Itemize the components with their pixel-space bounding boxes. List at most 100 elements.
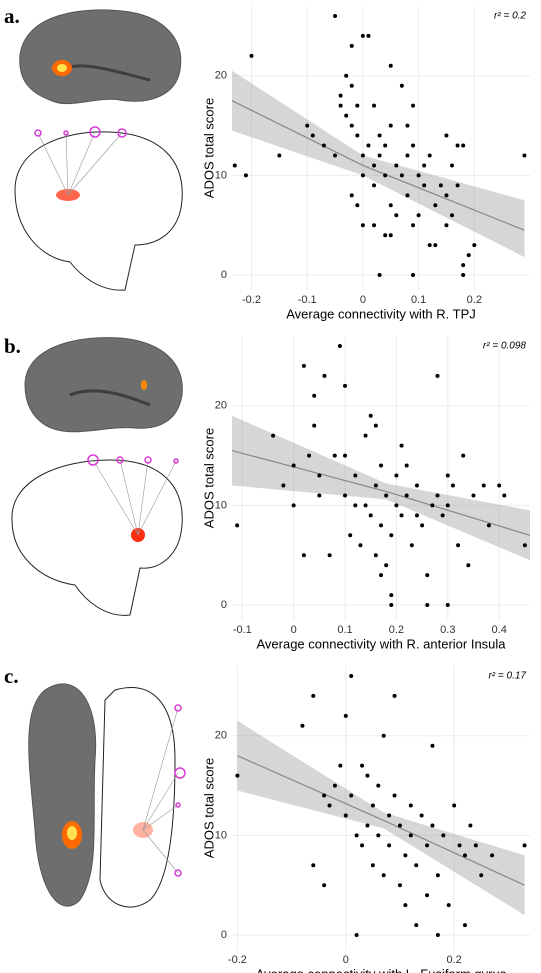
data-point — [389, 603, 394, 608]
data-point — [387, 843, 392, 848]
brain-illustration-c — [28, 683, 186, 908]
data-point — [405, 193, 410, 198]
data-point — [472, 243, 477, 248]
data-point — [435, 873, 440, 878]
data-point — [343, 713, 348, 718]
data-point — [462, 853, 467, 858]
data-point — [522, 153, 527, 158]
data-point — [394, 503, 399, 508]
data-point — [365, 773, 370, 778]
data-point — [373, 483, 378, 488]
data-point — [338, 93, 343, 98]
data-point — [461, 453, 466, 458]
data-point — [377, 153, 382, 158]
data-point — [379, 523, 383, 528]
data-point — [317, 473, 322, 478]
x-tick-label: 0 — [360, 294, 366, 306]
data-point — [414, 483, 419, 488]
data-point — [384, 563, 389, 568]
data-point — [249, 53, 254, 58]
data-point — [444, 193, 449, 198]
data-point — [450, 163, 455, 168]
y-tick-label: 0 — [221, 269, 227, 281]
data-point — [422, 163, 427, 168]
x-axis-title: Average connectivity with R. anterior In… — [256, 636, 506, 651]
data-point — [355, 103, 360, 108]
data-point — [366, 143, 371, 148]
y-axis-title: ADOS total score — [201, 98, 216, 198]
data-point — [440, 513, 445, 518]
data-point — [327, 803, 332, 808]
data-point — [277, 153, 282, 158]
confidence-band — [232, 415, 530, 561]
data-point — [394, 213, 399, 218]
data-point — [338, 763, 343, 768]
data-point — [435, 933, 440, 938]
data-point — [455, 183, 460, 188]
data-point — [446, 903, 451, 908]
data-point — [425, 573, 430, 578]
data-point — [481, 483, 486, 488]
data-point — [394, 473, 399, 478]
data-point — [450, 213, 455, 218]
x-tick-label: 0.2 — [389, 624, 404, 636]
brain-illustration-a — [14, 9, 183, 291]
data-point — [397, 823, 402, 828]
data-point — [322, 883, 327, 888]
data-point — [438, 183, 443, 188]
data-point — [422, 183, 427, 188]
x-tick-label: 0 — [343, 954, 349, 966]
data-point — [455, 143, 460, 148]
data-point — [343, 453, 348, 458]
data-point — [404, 493, 409, 498]
data-point — [452, 803, 457, 808]
data-point — [427, 153, 432, 158]
brain-illustration-b — [11, 337, 183, 616]
data-point — [388, 63, 393, 68]
data-point — [300, 723, 305, 728]
data-point — [327, 553, 332, 558]
data-point — [377, 273, 382, 278]
data-point — [344, 73, 349, 78]
data-point — [301, 553, 306, 558]
data-point — [414, 863, 419, 868]
panel-label: c. — [4, 664, 19, 688]
data-point — [416, 173, 421, 178]
data-point — [389, 533, 394, 538]
y-axis-title: ADOS total score — [201, 428, 216, 528]
data-point — [486, 523, 491, 528]
data-point — [461, 263, 466, 268]
x-tick-label: 0.2 — [446, 954, 461, 966]
data-point — [411, 273, 416, 278]
x-axis-title: Average connectivity with L. Fusiform gy… — [256, 966, 507, 973]
data-point — [377, 133, 382, 138]
data-point — [321, 143, 326, 148]
data-point — [425, 893, 430, 898]
data-point — [389, 593, 394, 598]
data-point — [411, 103, 416, 108]
data-point — [411, 223, 416, 228]
data-point — [349, 193, 354, 198]
data-point — [384, 493, 389, 498]
data-point — [291, 503, 296, 508]
data-point — [388, 123, 393, 128]
plot-area — [232, 336, 530, 620]
data-point — [471, 493, 476, 498]
data-point — [235, 523, 240, 528]
data-point — [360, 33, 365, 38]
data-point — [399, 513, 404, 518]
y-axis-title: ADOS total score — [201, 758, 216, 858]
x-tick-label: -0.1 — [298, 294, 317, 306]
data-point — [338, 103, 343, 108]
data-point — [376, 783, 381, 788]
data-point — [394, 163, 399, 168]
data-point — [522, 543, 527, 548]
data-point — [405, 123, 410, 128]
data-point — [445, 473, 450, 478]
data-point — [355, 203, 360, 208]
data-point — [344, 113, 349, 118]
data-point — [466, 563, 471, 568]
data-point — [435, 493, 440, 498]
data-point — [322, 793, 327, 798]
